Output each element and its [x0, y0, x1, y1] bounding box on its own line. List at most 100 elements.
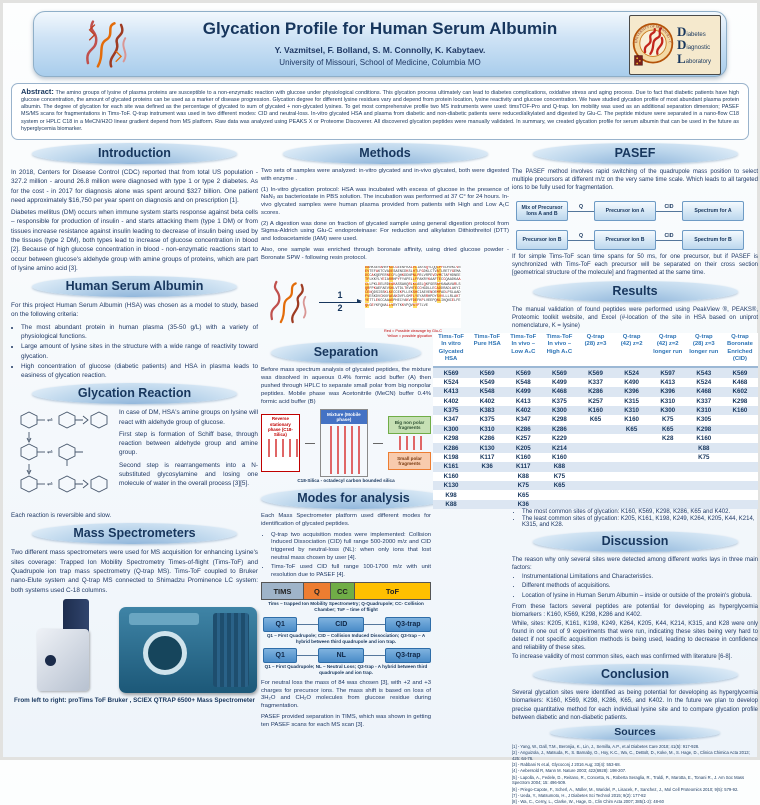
- results-table-cell: [650, 453, 686, 462]
- hsa-bullet: The most abundant protein in human plasm…: [21, 323, 258, 342]
- results-table-cell: K88: [685, 443, 722, 453]
- results-table-cell: K402: [505, 405, 542, 416]
- ddl-word-diagnostic: Diagnostic: [677, 37, 711, 53]
- results-table-column-header: Q-trap (28) z=3 longer run: [685, 332, 722, 369]
- source-reference: [5] - Lapolla, A., Fedele, D., Reitano, …: [512, 774, 745, 786]
- results-table-cell: K88: [433, 499, 470, 510]
- sources-list: [1] - Yang, W., Dall, T.M., Beronjia, K.…: [512, 744, 758, 805]
- results-table-cell: K524: [613, 367, 650, 378]
- results-table-cell: [613, 499, 650, 510]
- big-nonpolar-box: Big non polar fragments: [387, 416, 432, 435]
- methods-para4: Also, one sample was enriched through bo…: [261, 247, 509, 261]
- results-table-cell: [649, 481, 686, 491]
- results-table-cell: K286: [577, 387, 614, 397]
- results-table-cell: K65: [541, 481, 578, 491]
- results-table-cell: [722, 415, 758, 424]
- tims-schematic: TIMS Q CC ToF: [261, 582, 431, 601]
- results-table-row: K375 K383 K402 K300 K160 K310 K300 K310 K160: [433, 405, 758, 416]
- svg-text:⇌: ⇌: [47, 449, 53, 456]
- results-table-cell: K499: [551, 378, 567, 386]
- svg-text:⇌: ⇌: [47, 481, 53, 488]
- results-table-cell: K286: [541, 424, 578, 435]
- results-table-cell: K383: [469, 405, 506, 416]
- separation-caption: C18-Silica - octadecyl carbon bounded si…: [297, 478, 395, 484]
- results-table-cell: K413: [433, 387, 470, 397]
- discussion-intro: The reason why only several sites were d…: [512, 557, 758, 572]
- separation-diagram: Reverse stationary phase (C18-Silica) Mi…: [261, 409, 432, 478]
- results-table-column-header: Tims-ToF Pure HSA: [469, 332, 506, 369]
- results-table-cell: K375: [479, 416, 495, 424]
- results-table-cell: K75: [662, 416, 674, 424]
- results-table-cell: K569: [505, 367, 542, 378]
- results-table-cell: K161: [433, 462, 470, 472]
- results-table-cell: [686, 490, 722, 499]
- right-column: PASEF The PASEF method involves rapid sw…: [433, 143, 758, 804]
- collision-chamber-segment: CC: [330, 583, 355, 600]
- results-table-cell: [721, 462, 758, 472]
- discussion-para4: To increase validity of most common site…: [512, 654, 733, 661]
- results-table-cell: [469, 481, 506, 491]
- results-table-cell: K160: [624, 416, 639, 424]
- cid-box: CID: [318, 616, 365, 632]
- authors-line: Y. Vazmitsel, F. Bolland, S. M. Connolly…: [274, 45, 486, 55]
- q3-trap-box: Q3-trap: [385, 616, 431, 632]
- precursor-b-box: Precursor ion B: [594, 230, 656, 251]
- q1-box: Q1: [263, 616, 298, 632]
- glycation-chemistry-scheme: ⇌ ⇌ ⇌: [20, 411, 108, 493]
- results-table-cell: K402: [443, 397, 459, 405]
- results-table-column-header: Q-trap (42) z=2 longer run: [649, 332, 686, 369]
- stationary-phase-label: Reverse stationary phase (C18-Silica): [267, 416, 293, 438]
- results-table-cell: K300: [649, 405, 686, 416]
- results-table-cell: [613, 462, 650, 472]
- results-table-cell: K36: [505, 499, 542, 510]
- results-table-row: K300 K310 K286 K286 K65 K65 K298: [433, 424, 758, 435]
- ddl-logo: UNIVERSITY OF MISSOURI - COLUMBIA Diabet…: [629, 15, 721, 75]
- results-table-cell: [686, 472, 722, 481]
- sequence-text: DAHKSEVAHRFKDLGEENFKALVLIAFAQYLQQCPFEDHV…: [365, 265, 461, 328]
- results-table-cell: [613, 443, 650, 453]
- page-title: Glycation Profile for Human Serum Albumi…: [202, 19, 558, 38]
- results-table-cell: K548: [515, 378, 531, 386]
- results-table-row: K298 K286 K257 K229 K28 K160: [433, 434, 758, 443]
- results-table-row: K130 K75 K65: [433, 481, 758, 491]
- results-table-row: K524 K549 K548 K499 K337 K490 K413 K524 K468: [433, 378, 758, 387]
- nl-box: NL: [318, 648, 365, 664]
- results-table-cell: K298: [551, 416, 567, 424]
- tof-segment: ToF: [354, 583, 431, 600]
- section-title-separation: Separation: [271, 342, 421, 364]
- results-table-cell: K305: [696, 416, 712, 424]
- ddl-word-diabetes: Diabetes: [677, 23, 706, 39]
- results-table-cell: [721, 443, 758, 453]
- modes-bullet: Tims-ToF used CID full range 100-1700 m/…: [271, 564, 431, 580]
- results-table-cell: K65: [517, 491, 529, 499]
- section-title-glycation-reaction: Glycation Reaction: [32, 383, 237, 405]
- results-table-cell: K468: [541, 387, 578, 397]
- results-table-cell: K402: [479, 397, 495, 405]
- affiliation-line: University of Missouri, School of Medici…: [279, 58, 481, 67]
- results-table-row: K198 K117 K160 K160 K75: [433, 453, 758, 462]
- results-intro: The manual validation of found peptides …: [512, 306, 758, 329]
- results-table-cell: [613, 481, 650, 491]
- results-table-cell: [721, 424, 758, 435]
- results-table: Tims-ToF In vitro Glycated HSA Tims-ToF P…: [433, 332, 758, 510]
- results-table-body: K569 K569 K569 K569 K569 K524 K597 K543 K569 K524…: [433, 367, 758, 510]
- poster-header: Glycation Profile for Human Serum Albumi…: [33, 11, 727, 77]
- results-table-cell: K286: [433, 443, 470, 453]
- cid-arrow-label: CID: [664, 232, 674, 239]
- section-title-conclusion: Conclusion: [532, 664, 738, 686]
- glycation-para1: In case of DM, HSA's amine groups on lys…: [119, 409, 258, 426]
- section-title-results: Results: [532, 280, 738, 302]
- hsa-bullet-list: The most abundant protein in human plasm…: [11, 323, 258, 381]
- tims-segment: TIMS: [262, 583, 304, 600]
- glycation-para3: Second step is rearrangements into a N-s…: [119, 461, 258, 488]
- results-table-cell: K257: [588, 397, 603, 405]
- results-table-cell: K75: [553, 472, 566, 480]
- middle-column: Methods Two sets of samples were analyze…: [261, 143, 509, 759]
- results-table-cell: [577, 462, 614, 472]
- results-table-cell: [614, 490, 650, 499]
- pasef-diagram-row1: Mix of Precursor Ions A and B Q Precurso…: [516, 201, 758, 222]
- results-table-cell: K65: [649, 424, 686, 435]
- results-table-cell: K413: [515, 397, 531, 405]
- results-table-cell: [685, 462, 722, 472]
- source-reference: [8] - Wa, C., Cerny, L., Clarke, W., Hag…: [512, 799, 664, 805]
